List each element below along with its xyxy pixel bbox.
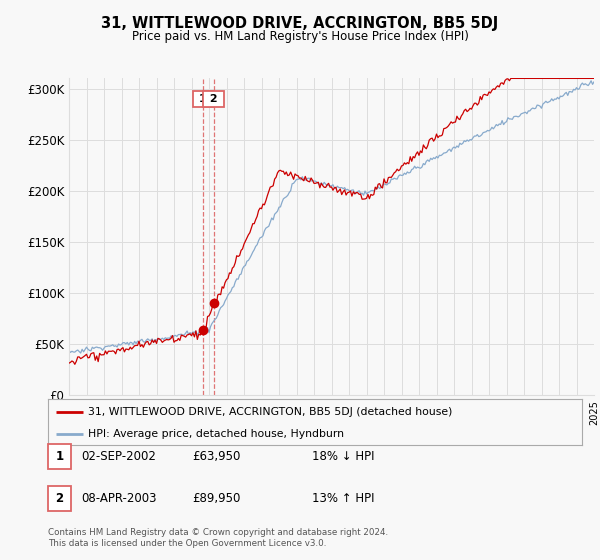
Text: 18% ↓ HPI: 18% ↓ HPI [312,450,374,463]
Text: 1: 1 [55,450,64,463]
Text: £89,950: £89,950 [192,492,241,505]
Text: 13% ↑ HPI: 13% ↑ HPI [312,492,374,505]
Text: 2: 2 [55,492,64,505]
Text: 02-SEP-2002: 02-SEP-2002 [81,450,156,463]
Text: 31, WITTLEWOOD DRIVE, ACCRINGTON, BB5 5DJ: 31, WITTLEWOOD DRIVE, ACCRINGTON, BB5 5D… [101,16,499,31]
Text: Price paid vs. HM Land Registry's House Price Index (HPI): Price paid vs. HM Land Registry's House … [131,30,469,43]
Text: HPI: Average price, detached house, Hyndburn: HPI: Average price, detached house, Hynd… [88,429,344,438]
Text: 1: 1 [196,94,211,104]
Text: £63,950: £63,950 [192,450,241,463]
Text: 2: 2 [206,94,221,104]
Text: 08-APR-2003: 08-APR-2003 [81,492,157,505]
Text: 31, WITTLEWOOD DRIVE, ACCRINGTON, BB5 5DJ (detached house): 31, WITTLEWOOD DRIVE, ACCRINGTON, BB5 5D… [88,407,452,417]
Text: Contains HM Land Registry data © Crown copyright and database right 2024.
This d: Contains HM Land Registry data © Crown c… [48,528,388,548]
